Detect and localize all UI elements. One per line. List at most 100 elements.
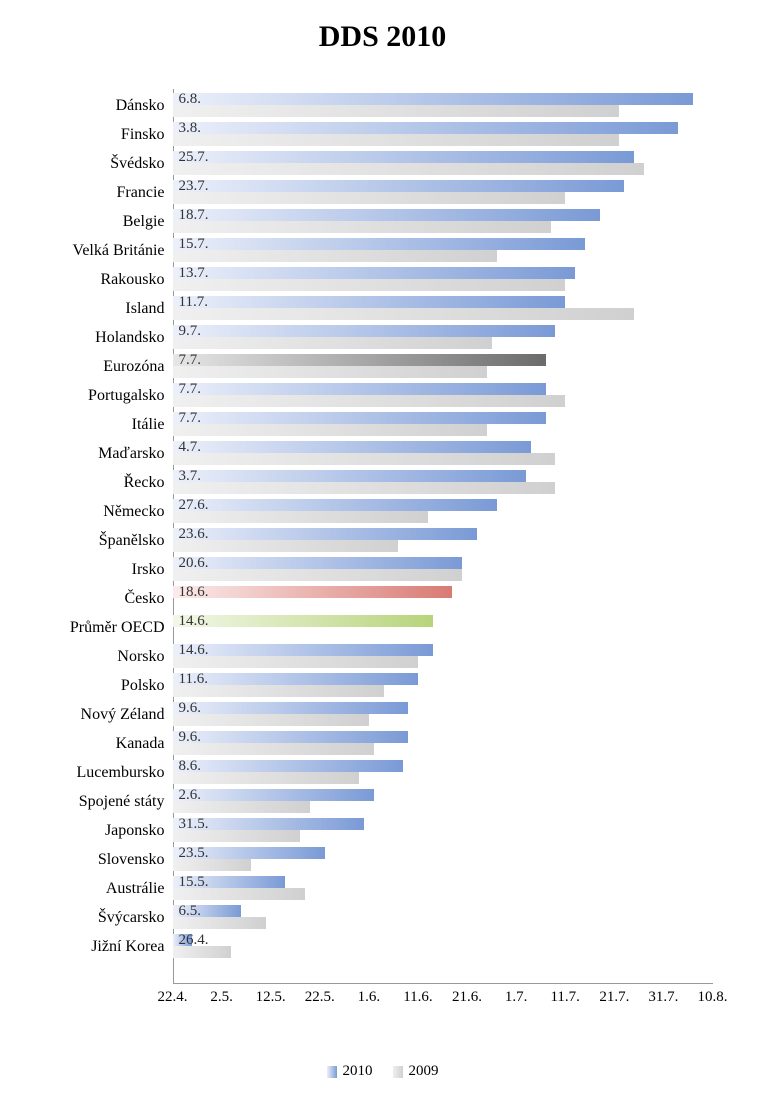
row-label: Jižní Korea: [33, 932, 165, 961]
bar-2010: [173, 644, 433, 656]
bar-2010: [173, 702, 409, 714]
bar-2010: [173, 325, 556, 337]
row-label: Francie: [33, 178, 165, 207]
legend-label: 2009: [409, 1063, 439, 1080]
row-label: Španělsko: [33, 526, 165, 555]
data-row: Holandsko 9.7.: [33, 323, 733, 352]
bar-group: 7.7.: [173, 383, 713, 408]
legend-item: 2009: [393, 1063, 439, 1080]
bar-2010: [173, 731, 409, 743]
bar-2010: [173, 180, 625, 192]
bar-2009: [173, 511, 428, 523]
bar-value-label: 25.7.: [179, 149, 209, 166]
bar-2009: [173, 279, 566, 291]
bar-2010: [173, 93, 693, 105]
bar-value-label: 11.6.: [179, 671, 208, 688]
bar-2010: [173, 470, 526, 482]
bar-group: 4.7.: [173, 441, 713, 466]
data-row: Norsko14.6.: [33, 642, 733, 671]
bar-2009: [173, 221, 551, 233]
bar-value-label: 9.6.: [179, 700, 202, 717]
data-row: Spojené státy 2.6.: [33, 787, 733, 816]
x-tick-label: 21.6.: [452, 989, 482, 1006]
bar-2010: [173, 209, 600, 221]
bar-group: 13.7.: [173, 267, 713, 292]
bar-2009: [173, 424, 487, 436]
data-row: Portugalsko7.7.: [33, 381, 733, 410]
row-label: Polsko: [33, 671, 165, 700]
bar-2010: [173, 789, 374, 801]
x-tick-label: 22.4.: [158, 989, 188, 1006]
bar-value-label: 9.7.: [179, 323, 202, 340]
bar-group: 15.7.: [173, 238, 713, 263]
bar-group: 25.7.: [173, 151, 713, 176]
bar-group: 7.7.: [173, 354, 713, 379]
bar-group: 8.6.: [173, 760, 713, 785]
row-label: Kanada: [33, 729, 165, 758]
bar-value-label: 23.7.: [179, 178, 209, 195]
data-row: Rakousko 13.7.: [33, 265, 733, 294]
data-row: Eurozóna7.7.: [33, 352, 733, 381]
bar-group: 18.6.: [173, 586, 713, 611]
x-tick-label: 1.6.: [358, 989, 381, 1006]
bar-value-label: 31.5.: [179, 816, 209, 833]
bar-2010: [173, 615, 433, 627]
bar-group: 11.7.: [173, 296, 713, 321]
bar-group: 14.6.: [173, 644, 713, 669]
legend-item: 2010: [327, 1063, 373, 1080]
data-row: Německo27.6.: [33, 497, 733, 526]
row-label: Finsko: [33, 120, 165, 149]
x-tick-label: 22.5.: [305, 989, 335, 1006]
bar-2010: [173, 441, 531, 453]
bar-2010: [173, 238, 585, 250]
bar-group: 7.7.: [173, 412, 713, 437]
x-tick-label: 11.7.: [550, 989, 579, 1006]
row-label: Německo: [33, 497, 165, 526]
bar-2010: [173, 267, 576, 279]
bar-group: 6.8.: [173, 93, 713, 118]
data-row: Island 11.7.: [33, 294, 733, 323]
data-row: Japonsko31.5.: [33, 816, 733, 845]
row-label: Holandsko: [33, 323, 165, 352]
row-label: Švýcarsko: [33, 903, 165, 932]
bar-2010: [173, 296, 566, 308]
data-row: Švýcarsko 6.5.: [33, 903, 733, 932]
bar-value-label: 14.6.: [179, 613, 209, 630]
bar-value-label: 2.6.: [179, 787, 202, 804]
bar-group: 6.5.: [173, 905, 713, 930]
chart-area: Dánsko6.8.Finsko3.8.Švédsko25.7.Francie2…: [33, 79, 733, 1014]
row-label: Rakousko: [33, 265, 165, 294]
row-label: Island: [33, 294, 165, 323]
bar-group: 9.6.: [173, 731, 713, 756]
x-tick-label: 21.7.: [599, 989, 629, 1006]
bar-2009: [173, 250, 497, 262]
data-row: Švédsko 25.7.: [33, 149, 733, 178]
x-tick-label: 10.8.: [698, 989, 728, 1006]
bar-2009: [173, 163, 644, 175]
data-row: Jižní Korea 26.4.: [33, 932, 733, 961]
row-label: Švédsko: [33, 149, 165, 178]
bar-2009: [173, 105, 620, 117]
data-row: Velká Británie15.7.: [33, 236, 733, 265]
data-row: Polsko 11.6.: [33, 671, 733, 700]
row-label: Lucembursko: [33, 758, 165, 787]
bar-group: 31.5.: [173, 818, 713, 843]
data-row: Finsko3.8.: [33, 120, 733, 149]
row-label: Belgie: [33, 207, 165, 236]
bar-2010: [173, 528, 477, 540]
bar-value-label: 23.6.: [179, 526, 209, 543]
bar-value-label: 26.4.: [179, 932, 209, 949]
data-row: Španělsko 23.6.: [33, 526, 733, 555]
row-label: Česko: [33, 584, 165, 613]
data-row: Průměr OECD14.6.: [33, 613, 733, 642]
row-label: Austrálie: [33, 874, 165, 903]
data-row: Kanada 9.6.: [33, 729, 733, 758]
row-label: Spojené státy: [33, 787, 165, 816]
bar-2009: [173, 714, 369, 726]
bar-value-label: 23.5.: [179, 845, 209, 862]
row-label: Maďarsko: [33, 439, 165, 468]
bar-group: 26.4.: [173, 934, 713, 959]
bar-2010: [173, 122, 679, 134]
bar-group: 11.6.: [173, 673, 713, 698]
bar-value-label: 6.8.: [179, 91, 202, 108]
